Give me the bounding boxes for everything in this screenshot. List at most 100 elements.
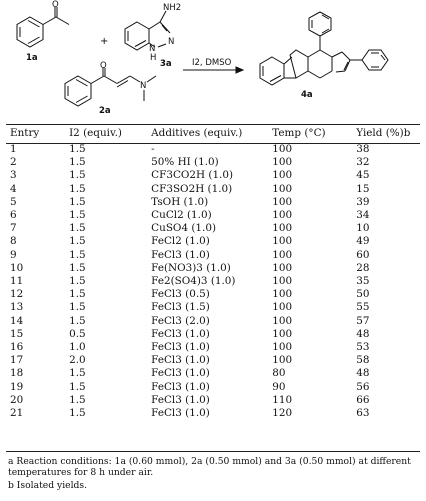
table-header-rule bbox=[6, 143, 420, 144]
cell-temp: 100 bbox=[272, 301, 293, 314]
cell-temp: 100 bbox=[272, 275, 293, 288]
table-row: 18 1.5 FeCl3 (1.0) 80 48 bbox=[6, 367, 420, 380]
cell-yield: 60 bbox=[356, 248, 370, 261]
cell-additive: 50% HI (1.0) bbox=[151, 156, 219, 169]
cell-i2-equiv: 0.5 bbox=[69, 327, 86, 340]
cell-yield: 10 bbox=[356, 222, 370, 235]
table-row: 4 1.5 CF3SO2H (1.0) 100 15 bbox=[6, 183, 420, 196]
cell-additive: CF3SO2H (1.0) bbox=[151, 182, 233, 195]
cell-temp: 100 bbox=[272, 235, 293, 248]
cell-yield: 48 bbox=[356, 327, 370, 340]
cell-entry: 5 bbox=[10, 195, 17, 208]
cell-yield: 58 bbox=[356, 354, 370, 367]
cell-additive: FeCl3 (1.0) bbox=[151, 367, 210, 380]
cell-entry: 8 bbox=[10, 235, 17, 248]
cell-additive: FeCl2 (1.0) bbox=[151, 235, 210, 248]
reaction-scheme: O O N NH2 N N H + 1a 3a 2a 4a I2, DMSO bbox=[16, 0, 389, 116]
plus-sign: + bbox=[100, 36, 108, 47]
cell-temp: 100 bbox=[272, 209, 293, 222]
cell-temp: 100 bbox=[272, 314, 293, 327]
cell-i2-equiv: 1.5 bbox=[69, 407, 86, 420]
cell-temp: 110 bbox=[272, 393, 293, 406]
atom-nh2: NH2 bbox=[163, 3, 181, 13]
cell-entry: 6 bbox=[10, 209, 17, 222]
cell-i2-equiv: 1.5 bbox=[69, 301, 86, 314]
cell-additive: FeCl3 (1.0) bbox=[151, 407, 210, 420]
cell-entry: 4 bbox=[10, 182, 17, 195]
cell-entry: 17 bbox=[10, 354, 24, 367]
cell-additive: CuCl2 (1.0) bbox=[151, 209, 212, 222]
cell-entry: 3 bbox=[10, 169, 17, 182]
structure-2a bbox=[64, 68, 157, 107]
cell-temp: 80 bbox=[272, 367, 286, 380]
cell-additive: Fe(NO3)3 (1.0) bbox=[151, 261, 231, 274]
cell-additive: FeCl3 (1.0) bbox=[151, 341, 210, 354]
table-row: 8 1.5 FeCl2 (1.0) 100 49 bbox=[6, 235, 420, 248]
cell-additive: FeCl3 (1.0) bbox=[151, 248, 210, 261]
cell-additive: Fe2(SO4)3 (1.0) bbox=[151, 275, 236, 288]
header-i2: I2 (equiv.) bbox=[69, 127, 122, 140]
atom-h-3a: H bbox=[150, 53, 156, 63]
cell-yield: 53 bbox=[356, 341, 370, 354]
cell-yield: 38 bbox=[356, 143, 370, 155]
cell-i2-equiv: 1.5 bbox=[69, 235, 86, 248]
footnote-b: b Isolated yields. bbox=[8, 480, 88, 491]
cell-i2-equiv: 1.5 bbox=[69, 393, 86, 406]
cell-additive: FeCl3 (1.0) bbox=[151, 354, 210, 367]
table-top-rule bbox=[6, 124, 420, 125]
header-additives: Additives (equiv.) bbox=[151, 127, 243, 140]
cell-additive: FeCl3 (1.0) bbox=[151, 327, 210, 340]
cell-i2-equiv: 1.5 bbox=[69, 169, 86, 182]
cell-yield: 63 bbox=[356, 407, 370, 420]
cell-temp: 100 bbox=[272, 341, 293, 354]
cell-additive: FeCl3 (0.5) bbox=[151, 288, 210, 301]
label-2a: 2a bbox=[99, 106, 111, 116]
cell-entry: 14 bbox=[10, 314, 24, 327]
table-header-row: Entry I2 (equiv.) Additives (equiv.) Tem… bbox=[6, 125, 420, 143]
reagents-label: I2, DMSO bbox=[192, 58, 232, 68]
cell-i2-equiv: 1.5 bbox=[69, 222, 86, 235]
cell-temp: 100 bbox=[272, 354, 293, 367]
label-4a: 4a bbox=[301, 90, 313, 100]
cell-temp: 100 bbox=[272, 261, 293, 274]
cell-i2-equiv: 1.5 bbox=[69, 195, 86, 208]
cell-yield: 49 bbox=[356, 235, 370, 248]
cell-entry: 13 bbox=[10, 301, 24, 314]
cell-additive: CuSO4 (1.0) bbox=[151, 222, 216, 235]
cell-i2-equiv: 1.5 bbox=[69, 367, 86, 380]
atom-n-3a: N bbox=[168, 37, 174, 47]
atom-nh-3a: N bbox=[149, 44, 155, 54]
cell-i2-equiv: 1.5 bbox=[69, 288, 86, 301]
cell-i2-equiv: 1.0 bbox=[69, 341, 86, 354]
cell-additive: FeCl3 (1.0) bbox=[151, 393, 210, 406]
cell-entry: 21 bbox=[10, 407, 24, 420]
table-row: 21 1.5 FeCl3 (1.0) 120 63 bbox=[6, 407, 420, 420]
cell-yield: 28 bbox=[356, 261, 370, 274]
table-row: 12 1.5 FeCl3 (0.5) 100 50 bbox=[6, 288, 420, 301]
cell-yield: 32 bbox=[356, 156, 370, 169]
table-row: 13 1.5 FeCl3 (1.5) 100 55 bbox=[6, 301, 420, 314]
atom-o-1a: O bbox=[52, 0, 59, 10]
cell-entry: 18 bbox=[10, 367, 24, 380]
cell-i2-equiv: 1.5 bbox=[69, 248, 86, 261]
cell-entry: 1 bbox=[10, 143, 17, 155]
cell-temp: 100 bbox=[272, 248, 293, 261]
cell-additive: FeCl3 (2.0) bbox=[151, 314, 210, 327]
cell-temp: 100 bbox=[272, 143, 293, 155]
cell-temp: 100 bbox=[272, 222, 293, 235]
cell-yield: 55 bbox=[356, 301, 370, 314]
label-3a: 3a bbox=[160, 59, 172, 69]
cell-entry: 2 bbox=[10, 156, 17, 169]
cell-i2-equiv: 1.5 bbox=[69, 209, 86, 222]
cell-temp: 100 bbox=[272, 169, 293, 182]
cell-temp: 90 bbox=[272, 380, 286, 393]
cell-temp: 120 bbox=[272, 407, 293, 420]
cell-entry: 7 bbox=[10, 222, 17, 235]
cell-additive: FeCl3 (1.0) bbox=[151, 380, 210, 393]
table-row: 7 1.5 CuSO4 (1.0) 100 10 bbox=[6, 222, 420, 235]
table-row: 15 0.5 FeCl3 (1.0) 100 48 bbox=[6, 328, 420, 341]
cell-entry: 9 bbox=[10, 248, 17, 261]
cell-yield: 35 bbox=[356, 275, 370, 288]
cell-i2-equiv: 1.5 bbox=[69, 182, 86, 195]
structure-1a bbox=[16, 7, 70, 48]
